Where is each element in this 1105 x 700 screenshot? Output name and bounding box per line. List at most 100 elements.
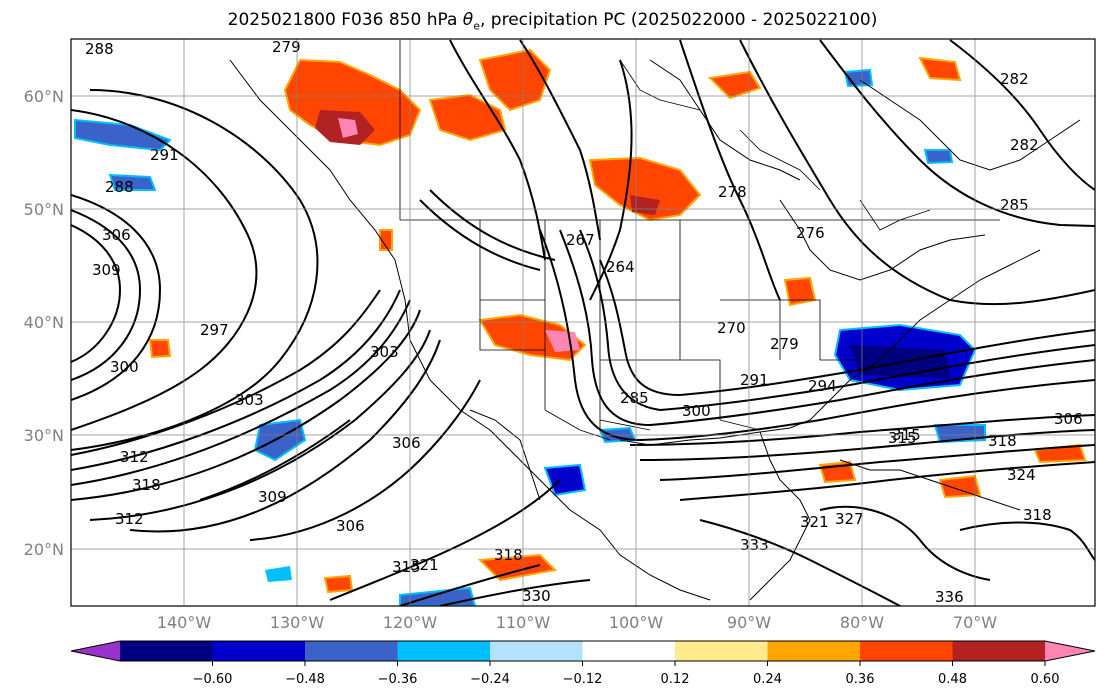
contour-label: 318 <box>1023 506 1052 524</box>
contour-label: 309 <box>258 488 287 506</box>
map-area: 288 279 291 288 306 309 297 300 303 312 … <box>71 38 1095 606</box>
lon-label: 70°W <box>953 613 997 632</box>
contour-label: 300 <box>682 402 711 420</box>
lon-label: 110°W <box>496 613 551 632</box>
precip-patch <box>923 149 954 165</box>
contour-label: 306 <box>102 226 131 244</box>
contour-label: 291 <box>740 371 769 389</box>
precip-patch <box>630 195 660 215</box>
contour-line <box>399 564 541 606</box>
contour-label: 303 <box>235 391 264 409</box>
contour-label: 282 <box>1010 136 1039 154</box>
contour-label: 288 <box>105 178 134 196</box>
border-line <box>859 199 931 231</box>
contour-line <box>71 109 258 431</box>
contour-label: 297 <box>200 321 229 339</box>
colorbar-segment <box>767 641 861 661</box>
coastline <box>469 409 541 501</box>
map-title: 2025021800 F036 850 hPa θe, precipitatio… <box>0 10 1105 32</box>
colorbar: −0.60 −0.48 −0.36 −0.24 −0.12 0.12 0.24 0.36 0.4… <box>70 640 1096 687</box>
contour-label: 336 <box>935 588 964 606</box>
precip-patch <box>783 276 817 307</box>
coastline <box>839 459 1021 511</box>
colorbar-tick-label: −0.12 <box>563 672 603 687</box>
contour-line <box>949 39 1095 191</box>
contour-label: 279 <box>272 38 301 56</box>
contour-label: 285 <box>620 389 649 407</box>
gridlines <box>71 39 1095 606</box>
contour-label: 278 <box>718 183 747 201</box>
contour-line <box>599 259 1095 397</box>
contour-line <box>439 579 591 606</box>
lat-label: 60°N <box>24 87 64 106</box>
colorbar-tick-label: 0.24 <box>753 672 782 687</box>
contour-line <box>129 339 441 533</box>
contour-label: 270 <box>717 319 746 337</box>
coastline <box>779 199 986 281</box>
contour-line <box>819 505 991 581</box>
coastline <box>229 59 711 601</box>
contour-line <box>329 479 561 601</box>
colorbar-tick-label: 0.36 <box>846 672 875 687</box>
lat-label: 40°N <box>24 313 64 332</box>
contour-label: 267 <box>566 231 595 249</box>
contour-line <box>199 419 351 501</box>
colorbar-tick-label: −0.36 <box>378 672 418 687</box>
precip-patch <box>588 156 702 222</box>
contour-line <box>629 414 1095 446</box>
coastline <box>619 249 1041 446</box>
lon-label: 80°W <box>840 613 884 632</box>
coastline <box>859 79 1081 171</box>
colorbar-tick-label: 0.60 <box>1031 672 1060 687</box>
contour-label: 306 <box>336 517 365 535</box>
precip-positive-regions <box>148 48 1087 594</box>
precip-patch <box>707 70 762 100</box>
contour-line <box>819 39 1095 227</box>
contour-line <box>429 189 556 261</box>
lon-label: 100°W <box>609 613 664 632</box>
contour-label: 321 <box>800 513 829 531</box>
colorbar-segment <box>120 641 213 661</box>
precip-patch <box>108 173 157 191</box>
colorbar-segment <box>490 641 583 661</box>
contour-label: 324 <box>1007 466 1036 484</box>
contour-label: 288 <box>85 40 114 58</box>
border-line <box>544 299 860 441</box>
colorbar-segment <box>397 641 491 661</box>
contour-label: 330 <box>522 587 551 605</box>
precip-patch <box>478 48 552 112</box>
contour-label: 312 <box>120 448 149 466</box>
contour-line <box>419 199 541 271</box>
contour-line <box>71 299 411 486</box>
title-subscript: e <box>473 19 480 33</box>
contour-line <box>539 229 1095 442</box>
contour-label: 306 <box>1054 410 1083 428</box>
lat-label: 30°N <box>24 426 64 445</box>
contour-line <box>71 194 162 401</box>
precip-patch <box>379 229 393 251</box>
contour-line <box>699 519 901 606</box>
longitude-labels: 140°W 130°W 120°W 110°W 100°W 90°W 80°W … <box>157 613 997 632</box>
contour-line <box>559 229 1095 427</box>
political-borders <box>399 40 1000 441</box>
precip-patch <box>323 574 354 594</box>
contour-line <box>71 89 319 451</box>
contour-label: 312 <box>115 510 144 528</box>
precip-patch <box>428 93 507 142</box>
contour-label: 315 <box>392 558 421 576</box>
colorbar-segment <box>212 641 306 661</box>
colorbar-tick-label: −0.24 <box>470 672 510 687</box>
contour-line <box>679 39 781 301</box>
precip-patch <box>338 118 358 138</box>
colorbar-extend-low <box>71 641 120 661</box>
contour-line <box>71 224 122 363</box>
colorbar-segment <box>305 641 398 661</box>
contour-line <box>739 39 1095 306</box>
contour-line <box>449 39 546 261</box>
contour-label: 321 <box>410 556 439 574</box>
lon-label: 120°W <box>383 613 438 632</box>
precip-patch <box>148 339 172 359</box>
coastline <box>749 431 811 601</box>
contour-labels: 288 279 291 288 306 309 297 300 303 312 … <box>85 38 1083 606</box>
